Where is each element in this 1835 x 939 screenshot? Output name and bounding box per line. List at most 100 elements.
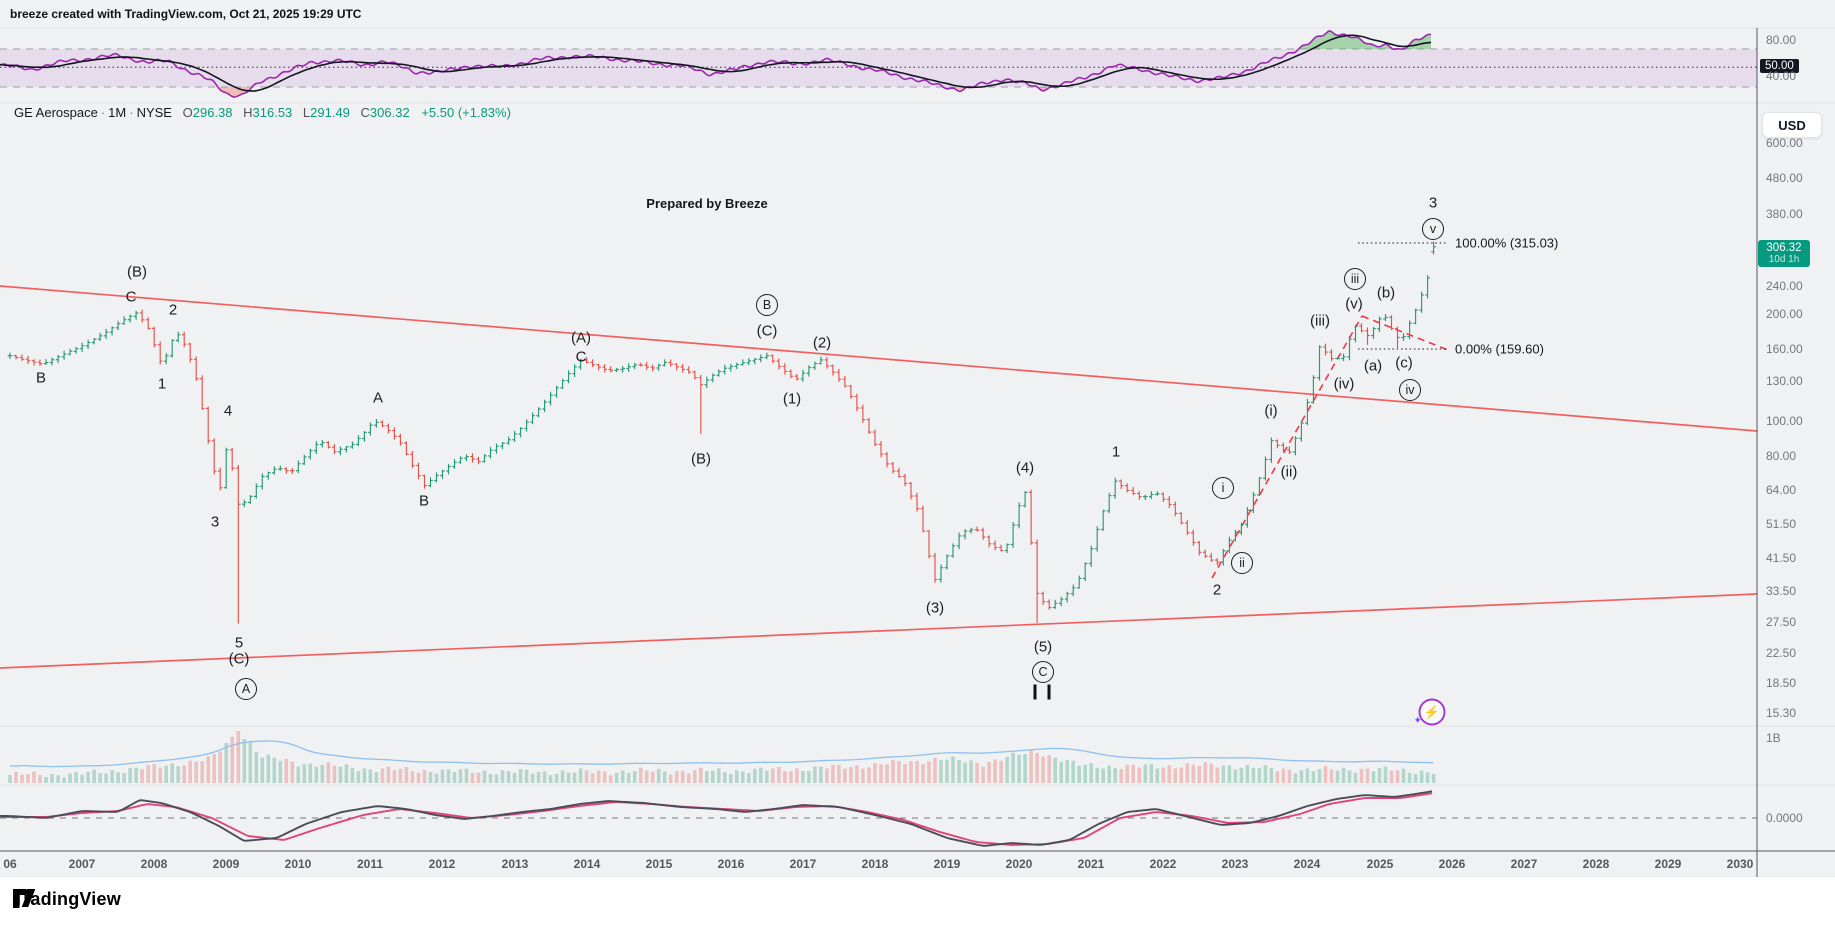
lightning-badge-icon[interactable]: ⚡ ✦ xyxy=(1414,698,1446,727)
watermark-text: Prepared by Breeze xyxy=(646,196,768,211)
elliott-wave-label[interactable]: B xyxy=(35,369,47,387)
price-axis-label: 33.50 xyxy=(1766,584,1797,598)
elliott-wave-label[interactable]: C xyxy=(1032,661,1054,683)
elliott-wave-label[interactable]: A xyxy=(372,389,384,407)
ohlc-low-key: L xyxy=(302,105,311,120)
ohlc-open-value: 296.38 xyxy=(192,105,233,120)
time-axis-label[interactable]: 2015 xyxy=(645,857,673,871)
time-axis-label[interactable]: 2010 xyxy=(284,857,312,871)
ohlc-high-value: 316.53 xyxy=(252,105,293,120)
fib-level-label[interactable]: 0.00% (159.60) xyxy=(1455,341,1544,357)
last-price-value: 306.32 xyxy=(1766,242,1802,254)
time-axis-label[interactable]: 2016 xyxy=(717,857,745,871)
elliott-wave-label[interactable]: C xyxy=(125,288,137,306)
time-axis-label[interactable]: 2009 xyxy=(212,857,240,871)
ohlc-open-key: O xyxy=(182,105,193,120)
elliott-wave-label[interactable]: (2) xyxy=(812,334,832,352)
elliott-wave-label[interactable]: i xyxy=(1212,477,1234,499)
symbol-interval[interactable]: 1M xyxy=(108,105,127,120)
price-axis-label: 22.50 xyxy=(1766,646,1797,660)
elliott-wave-label[interactable]: ii xyxy=(1231,552,1253,574)
time-axis-label[interactable]: 2021 xyxy=(1077,857,1105,871)
price-axis-label: 41.50 xyxy=(1766,551,1797,565)
elliott-wave-label[interactable]: iii xyxy=(1344,268,1366,290)
elliott-wave-label[interactable]: (v) xyxy=(1345,295,1363,313)
price-axis-label: 130.00 xyxy=(1766,374,1803,388)
time-axis-label[interactable]: 2028 xyxy=(1582,857,1610,871)
volume-axis-label: 1B xyxy=(1766,731,1781,745)
elliott-wave-label[interactable]: A xyxy=(235,678,257,700)
time-axis-label[interactable]: 2023 xyxy=(1221,857,1249,871)
ohlc-close-key: C xyxy=(360,105,370,120)
time-axis-label[interactable]: 2030 xyxy=(1726,857,1754,871)
elliott-wave-label[interactable]: iv xyxy=(1399,379,1421,401)
change-value: +5.50 (+1.83%) xyxy=(421,105,511,120)
price-axis-label: 64.00 xyxy=(1766,483,1797,497)
time-axis-label[interactable]: 2013 xyxy=(501,857,529,871)
price-axis-label: 100.00 xyxy=(1766,414,1803,428)
price-axis-label: 200.00 xyxy=(1766,307,1803,321)
time-axis-label[interactable]: 2025 xyxy=(1366,857,1394,871)
elliott-wave-label[interactable]: (4) xyxy=(1015,459,1035,477)
elliott-wave-label[interactable]: (b) xyxy=(1376,284,1396,302)
price-axis-label: 80.00 xyxy=(1766,449,1797,463)
elliott-wave-label[interactable]: (5) xyxy=(1033,638,1053,656)
elliott-wave-label[interactable]: 4 xyxy=(223,402,233,420)
elliott-wave-label[interactable]: (ii) xyxy=(1280,463,1298,481)
time-axis-label[interactable]: 2027 xyxy=(1510,857,1538,871)
elliott-wave-label[interactable]: 2 xyxy=(1212,581,1222,599)
time-axis-label[interactable]: 2019 xyxy=(933,857,961,871)
elliott-wave-label[interactable]: B xyxy=(756,294,778,316)
elliott-wave-label[interactable]: (c) xyxy=(1395,354,1413,372)
elliott-wave-label[interactable]: (B) xyxy=(691,450,711,468)
time-axis-label[interactable]: 2012 xyxy=(428,857,456,871)
elliott-wave-label[interactable]: (3) xyxy=(925,599,945,617)
elliott-wave-label[interactable]: 1 xyxy=(1111,443,1121,461)
time-axis-label[interactable]: 2011 xyxy=(356,857,384,871)
symbol-title[interactable]: GE Aerospace xyxy=(14,105,98,120)
time-axis-label[interactable]: 2018 xyxy=(861,857,889,871)
elliott-wave-label[interactable]: (C) xyxy=(756,322,778,340)
time-axis-label[interactable]: 2020 xyxy=(1005,857,1033,871)
time-axis-label[interactable]: 2029 xyxy=(1654,857,1682,871)
elliott-wave-label[interactable]: 2 xyxy=(168,301,178,319)
tradingview-logo[interactable]: TradingView xyxy=(13,889,121,910)
ohlc-low-value: 291.49 xyxy=(310,105,350,120)
price-axis-label: 240.00 xyxy=(1766,279,1803,293)
elliott-wave-label[interactable] xyxy=(1033,684,1051,700)
time-axis-label[interactable]: 2007 xyxy=(68,857,96,871)
elliott-wave-label[interactable]: v xyxy=(1422,218,1444,240)
rsi-axis-label: 40.00 xyxy=(1766,69,1797,83)
time-axis-label[interactable]: 2024 xyxy=(1293,857,1321,871)
elliott-wave-label[interactable]: B xyxy=(418,492,430,510)
elliott-wave-label[interactable]: (A) xyxy=(571,329,591,347)
price-axis-label: 480.00 xyxy=(1766,171,1803,185)
elliott-wave-label[interactable]: 1 xyxy=(157,375,167,393)
rsi-mid-badge: 50.00 xyxy=(1760,59,1799,73)
elliott-wave-label[interactable]: (C) xyxy=(228,650,250,668)
currency-button[interactable]: USD xyxy=(1762,112,1822,138)
time-axis-label[interactable]: 2026 xyxy=(1438,857,1466,871)
elliott-wave-label[interactable]: (B) xyxy=(127,263,147,281)
elliott-wave-label[interactable]: 5 xyxy=(234,634,244,652)
elliott-wave-label[interactable]: (a) xyxy=(1363,357,1383,375)
time-axis-label[interactable]: 06 xyxy=(3,857,17,871)
time-axis-label[interactable]: 2014 xyxy=(573,857,601,871)
price-axis-label: 160.00 xyxy=(1766,342,1803,356)
macd-axis-label: 0.0000 xyxy=(1766,811,1803,825)
elliott-wave-label[interactable]: (iii) xyxy=(1310,312,1330,330)
elliott-wave-label[interactable]: (iv) xyxy=(1333,375,1355,393)
elliott-wave-label[interactable]: 3 xyxy=(210,513,220,531)
elliott-wave-label[interactable]: (1) xyxy=(782,390,802,408)
price-axis-label: 51.50 xyxy=(1766,517,1797,531)
fib-level-label[interactable]: 100.00% (315.03) xyxy=(1455,235,1559,251)
time-axis-label[interactable]: 2017 xyxy=(789,857,817,871)
elliott-wave-label[interactable]: 3 xyxy=(1428,194,1438,212)
symbol-exchange[interactable]: NYSE xyxy=(136,105,172,120)
elliott-wave-label[interactable]: C xyxy=(575,348,587,366)
time-axis-label[interactable]: 2008 xyxy=(140,857,168,871)
ohlc-close-value: 306.32 xyxy=(369,105,410,120)
time-axis-label[interactable]: 2022 xyxy=(1149,857,1177,871)
elliott-wave-label[interactable]: (i) xyxy=(1264,402,1278,420)
